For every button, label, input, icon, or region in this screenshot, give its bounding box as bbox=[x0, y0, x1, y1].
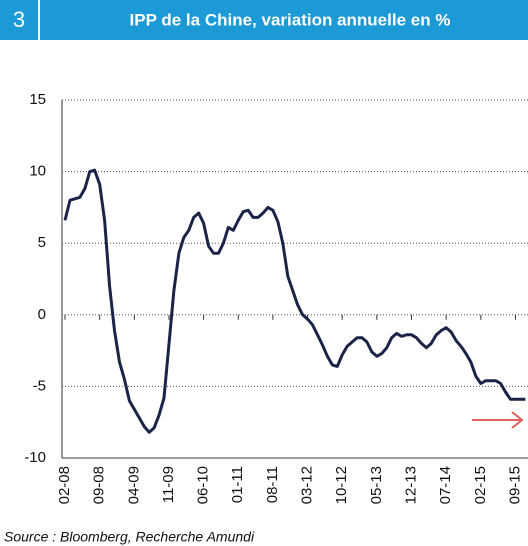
header-bar bbox=[0, 0, 528, 40]
source: Source : Bloomberg, Recherche Amundi bbox=[4, 529, 255, 545]
x-tick-label: 01-11 bbox=[229, 466, 246, 503]
y-tick-label: 0 bbox=[38, 306, 46, 323]
x-tick-label: 02-15 bbox=[472, 466, 489, 504]
x-tick-label: 06-10 bbox=[195, 466, 212, 504]
y-tick-label: -10 bbox=[24, 449, 46, 466]
chart-title: IPP de la Chine, variation annuelle en % bbox=[130, 10, 451, 29]
x-tick-label: 09-15 bbox=[506, 466, 523, 504]
x-tick-label: 11-09 bbox=[160, 466, 177, 503]
x-tick-label: 02-08 bbox=[56, 466, 73, 504]
x-tick-label: 07-14 bbox=[437, 466, 454, 504]
x-tick-label: 12-13 bbox=[402, 466, 419, 504]
line bbox=[63, 168, 526, 434]
chart-number: 3 bbox=[13, 7, 25, 32]
x-tick-label: 09-08 bbox=[91, 466, 108, 504]
y-tick-label: 10 bbox=[29, 163, 46, 180]
y-tick-label: 5 bbox=[38, 234, 46, 251]
x-tick-label: 03-12 bbox=[299, 466, 316, 504]
y-tick-label: -5 bbox=[33, 377, 46, 394]
x-tick-label: 08-11 bbox=[264, 466, 281, 503]
x-tick-label: 10-12 bbox=[333, 466, 350, 504]
x-tick-label: 04-09 bbox=[125, 466, 142, 504]
x-tick-label: 05-13 bbox=[368, 466, 385, 504]
arrow-head bbox=[511, 411, 524, 429]
y-tick-label: 15 bbox=[29, 91, 46, 108]
